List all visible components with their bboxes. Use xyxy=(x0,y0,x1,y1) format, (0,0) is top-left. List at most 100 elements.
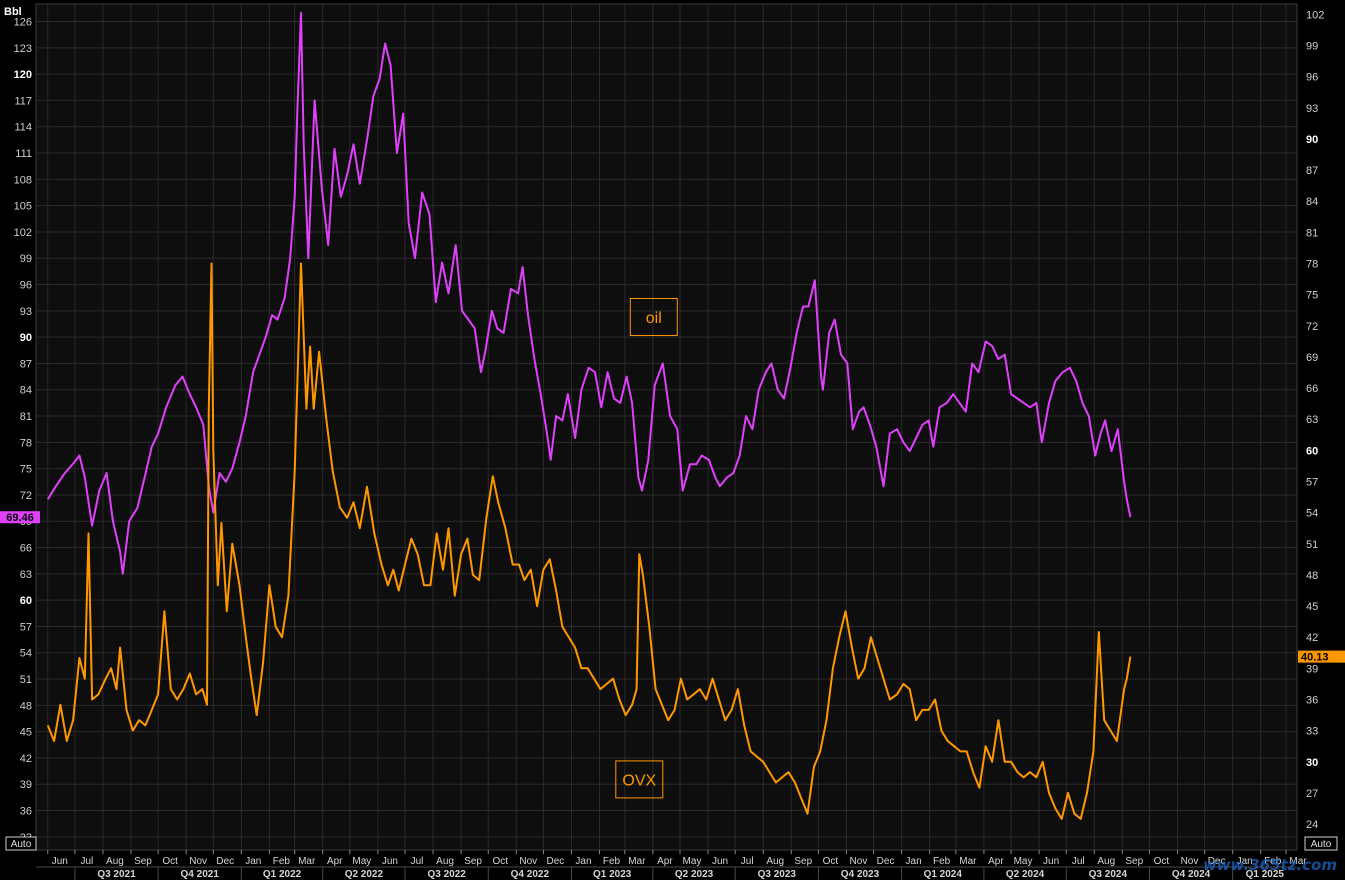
auto-button-left[interactable] xyxy=(5,836,37,851)
left-tick-label: 90 xyxy=(20,332,32,344)
month-label: May xyxy=(352,856,371,867)
left-tick-label: 72 xyxy=(20,490,32,502)
month-label: Nov xyxy=(1181,856,1199,867)
quarter-label: Q2 2024 xyxy=(1006,869,1045,880)
auto-button-left-label: Auto xyxy=(11,839,32,850)
month-label: Apr xyxy=(657,856,673,867)
right-tick-label: 72 xyxy=(1306,321,1318,333)
series-line-oil xyxy=(46,11,1132,575)
month-label: Oct xyxy=(823,856,839,867)
left-tick-label: 102 xyxy=(14,227,32,239)
month-label: Feb xyxy=(273,856,291,867)
auto-button-right[interactable] xyxy=(1304,836,1338,851)
quarter-label: Q1 2023 xyxy=(593,869,632,880)
left-tick-label: 111 xyxy=(15,148,32,160)
right-tick-label: 30 xyxy=(1306,757,1318,769)
right-tick-label: 45 xyxy=(1306,601,1318,613)
right-tick-label: 93 xyxy=(1306,103,1318,115)
last-value-text-oil: 69.46 xyxy=(6,512,34,524)
month-label: Dec xyxy=(547,856,565,867)
axis-layer: 33 36 39 42 45 48 51 54 57 60 63 66 69 72 75 78 81 84 87 90… xyxy=(4,6,1338,880)
grid-layer xyxy=(35,3,1298,851)
month-label: Sep xyxy=(464,856,482,867)
right-tick-label: 24 xyxy=(1306,819,1318,831)
left-tick-label: 51 xyxy=(20,674,32,686)
month-label: Jul xyxy=(411,856,424,867)
left-tick-label: 99 xyxy=(20,253,32,265)
month-label: Feb xyxy=(933,856,951,867)
month-label: Jul xyxy=(80,856,93,867)
month-label: May xyxy=(683,856,702,867)
right-tick-label: 102 xyxy=(1306,9,1324,21)
month-label: Aug xyxy=(766,856,784,867)
month-label: Feb xyxy=(603,856,621,867)
right-tick-label: 90 xyxy=(1306,134,1318,146)
month-label: Jan xyxy=(245,856,261,867)
last-value-tag-oil xyxy=(0,511,40,524)
quarter-label: Q4 2022 xyxy=(511,869,550,880)
month-label: Dec xyxy=(877,856,895,867)
month-label: Oct xyxy=(162,856,178,867)
left-tick-label: 45 xyxy=(20,727,32,739)
quarter-label: Q3 2024 xyxy=(1089,869,1128,880)
month-label: Jun xyxy=(712,856,728,867)
month-label: Jun xyxy=(1043,856,1059,867)
month-label: Jul xyxy=(741,856,754,867)
quarter-label: Q1 2022 xyxy=(263,869,302,880)
left-tick-label: 123 xyxy=(14,43,32,55)
quarter-label: Q3 2022 xyxy=(427,869,466,880)
left-tick-label: 120 xyxy=(14,69,32,81)
month-label: Nov xyxy=(519,856,537,867)
month-label: Dec xyxy=(216,856,234,867)
right-tick-label: 57 xyxy=(1306,476,1318,488)
right-tick-label: 66 xyxy=(1306,383,1318,395)
quarter-label: Q3 2023 xyxy=(758,869,797,880)
month-label: Apr xyxy=(988,856,1004,867)
annotation-label-ovx: OVX xyxy=(622,772,656,789)
month-label: Mar xyxy=(1289,856,1307,867)
series-layer xyxy=(46,11,1132,820)
right-tick-label: 81 xyxy=(1306,227,1318,239)
quarter-label: Q2 2023 xyxy=(675,869,714,880)
left-tick-label: 48 xyxy=(20,700,32,712)
left-axis-unit: Bbl xyxy=(4,6,22,18)
right-tick-label: 96 xyxy=(1306,72,1318,84)
month-label: Jan xyxy=(1237,856,1253,867)
month-label: Aug xyxy=(436,856,454,867)
month-label: Oct xyxy=(492,856,508,867)
right-tick-label: 36 xyxy=(1306,694,1318,706)
month-label: Jan xyxy=(906,856,922,867)
right-tick-label: 54 xyxy=(1306,508,1318,520)
left-tick-label: 39 xyxy=(20,779,32,791)
month-label: Dec xyxy=(1208,856,1226,867)
left-tick-label: 93 xyxy=(20,306,32,318)
last-value-tag-ovx xyxy=(1298,650,1345,663)
annotation-box-ovx xyxy=(615,760,664,799)
series-line-ovx xyxy=(46,262,1132,820)
plot-frame xyxy=(35,3,1298,851)
left-tick-label: 63 xyxy=(20,569,32,581)
right-tick-label: 51 xyxy=(1306,539,1318,551)
right-tick-label: 33 xyxy=(1306,726,1318,738)
left-tick-label: 60 xyxy=(20,595,32,607)
left-tick-label: 66 xyxy=(20,543,32,555)
watermark: www.365tz.com xyxy=(1202,856,1337,874)
right-tick-label: 87 xyxy=(1306,165,1318,177)
right-tick-label: 78 xyxy=(1306,259,1318,271)
right-tick-label: 84 xyxy=(1306,196,1318,208)
month-label: Oct xyxy=(1154,856,1170,867)
right-tick-label: 60 xyxy=(1306,445,1318,457)
left-tick-label: 75 xyxy=(20,464,32,476)
month-label: Aug xyxy=(1097,856,1115,867)
quarter-label: Q2 2022 xyxy=(345,869,384,880)
left-tick-label: 81 xyxy=(20,411,32,423)
left-tick-label: 78 xyxy=(20,437,32,449)
month-label: Jun xyxy=(52,856,68,867)
left-tick-label: 36 xyxy=(20,806,32,818)
quarter-label: Q3 2021 xyxy=(97,869,136,880)
right-tick-label: 27 xyxy=(1306,788,1318,800)
right-tick-label: 75 xyxy=(1306,290,1318,302)
auto-button-right-label: Auto xyxy=(1311,839,1332,850)
right-tick-label: 99 xyxy=(1306,41,1318,53)
